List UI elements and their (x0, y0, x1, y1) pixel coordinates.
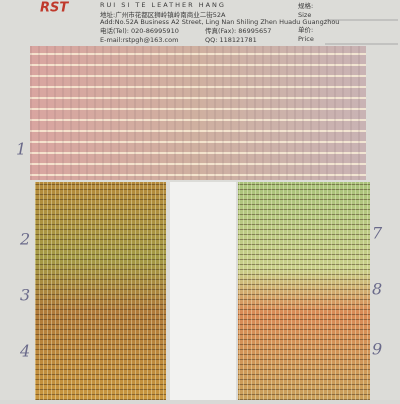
swatch-number: 8 (372, 280, 382, 299)
size-cn: 规格: (298, 1, 313, 10)
card-window (170, 182, 236, 400)
address-cn: 地址:广州市花都区狮岭镇岭南商业二街52A (100, 10, 226, 19)
size-en: Size (298, 11, 311, 19)
swatch-number: 4 (19, 342, 30, 361)
email: E-mail:rstpgh@163.com (100, 36, 178, 44)
swatch-number: 3 (20, 286, 30, 305)
swatch-number: 7 (372, 224, 383, 243)
swatch-number: 2 (19, 230, 30, 249)
address-en: Add:No.52A Business A2 Street, Ling Nan … (100, 18, 339, 26)
company: RUI SI TE LEATHER HANG (100, 1, 226, 9)
price-cn: 单价: (298, 25, 313, 34)
price-en: Price (298, 35, 314, 43)
swatch-number: 9 (372, 340, 382, 359)
tel: 电话(Tel): 020-86995910 (100, 26, 179, 35)
qq: QQ: 118121781 (205, 36, 257, 44)
swatch-number: 1 (16, 140, 26, 159)
fax: 传真(Fax): 86995657 (205, 26, 271, 35)
swatch-texture (35, 182, 166, 400)
swatch-texture (238, 182, 370, 400)
logo: RST (40, 1, 69, 16)
swatch-texture (30, 46, 366, 180)
